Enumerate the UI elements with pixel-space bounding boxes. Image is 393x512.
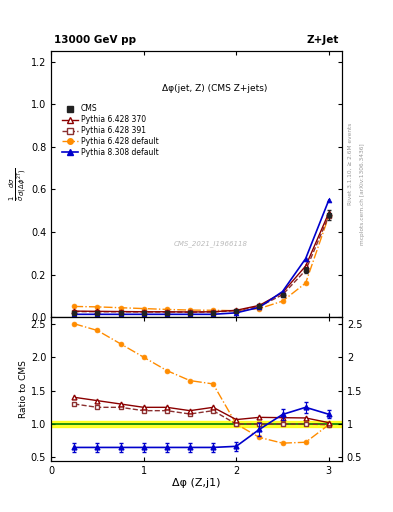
Y-axis label: $\frac{1}{\bar{\sigma}}\frac{d\sigma}{d(\Delta\phi^{2T})}$: $\frac{1}{\bar{\sigma}}\frac{d\sigma}{d(… (8, 167, 29, 201)
Text: mcplots.cern.ch [arXiv:1306.3436]: mcplots.cern.ch [arXiv:1306.3436] (360, 144, 365, 245)
Text: 13000 GeV pp: 13000 GeV pp (54, 34, 136, 45)
Text: Δφ(jet, Z) (CMS Z+jets): Δφ(jet, Z) (CMS Z+jets) (162, 84, 267, 93)
Text: Z+Jet: Z+Jet (307, 34, 339, 45)
Text: Rivet 3.1.10, ≥ 2.6M events: Rivet 3.1.10, ≥ 2.6M events (348, 123, 353, 205)
Legend: CMS, Pythia 6.428 370, Pythia 6.428 391, Pythia 6.428 default, Pythia 8.308 defa: CMS, Pythia 6.428 370, Pythia 6.428 391,… (61, 103, 160, 159)
Y-axis label: Ratio to CMS: Ratio to CMS (19, 360, 28, 418)
X-axis label: Δφ (Z,j1): Δφ (Z,j1) (172, 478, 221, 488)
Text: CMS_2021_I1966118: CMS_2021_I1966118 (173, 240, 247, 247)
Bar (51, 421, 342, 428)
